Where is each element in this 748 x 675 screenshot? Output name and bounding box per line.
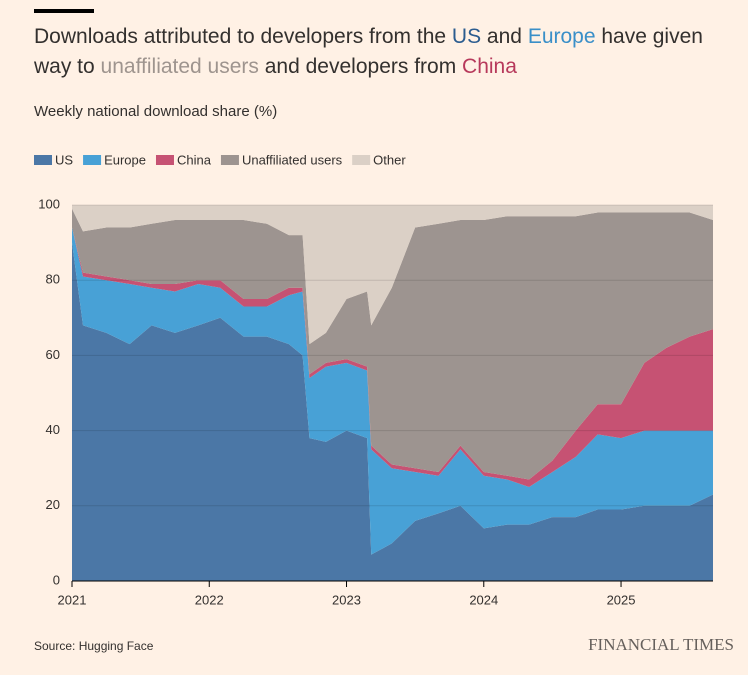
y-tick-label: 20 [46,497,60,512]
legend-label: Europe [104,152,146,167]
brand-bar [34,9,94,13]
area [72,205,713,345]
y-tick-label: 60 [46,347,60,362]
legend-swatch [83,155,102,165]
legend-label: US [55,152,73,167]
title-part: China [462,55,517,78]
title-part: have given way to [34,25,703,78]
area [72,227,713,555]
title-part: unaffiliated users [100,55,259,78]
x-tick-label: 2024 [469,592,498,607]
legend-swatch [155,155,174,165]
subtitle: Weekly national download share (%) [34,103,277,120]
legend-label: Other [373,152,406,167]
x-tick-label: 2022 [195,592,224,607]
x-tick-label: 2021 [58,592,87,607]
y-tick-label: 0 [53,572,60,587]
brand: FINANCIAL TIMES [588,635,734,654]
area [72,242,713,581]
y-tick-label: 40 [46,422,60,437]
y-tick-label: 100 [38,196,60,211]
source: Source: Hugging Face [34,639,154,653]
title-part: Downloads attributed to developers from … [34,25,452,48]
title-part: and [481,25,528,48]
legend-label: China [177,152,212,167]
title-part: Europe [527,25,596,48]
area [72,227,713,487]
legend-swatch [352,155,371,165]
x-tick-label: 2025 [607,592,636,607]
legend-swatch [34,155,52,165]
chart-title: Downloads attributed to developers from … [34,22,714,82]
legend-label: Unaffiliated users [242,152,343,167]
title-part: and developers from [258,55,463,78]
x-tick-label: 2023 [332,592,361,607]
area [72,208,713,480]
legend-swatch [220,155,239,165]
title-part: US [451,25,482,48]
y-tick-label: 80 [46,272,60,287]
